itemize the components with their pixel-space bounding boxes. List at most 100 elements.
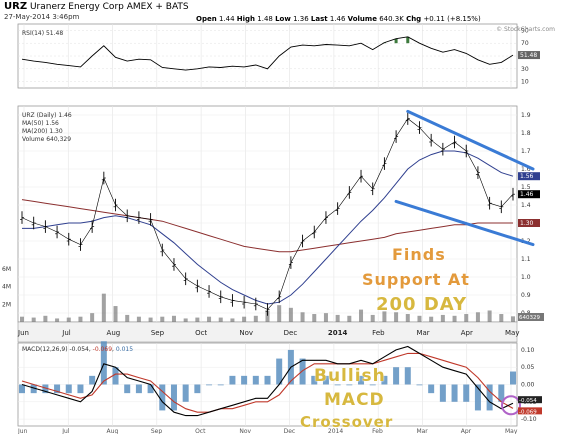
macd-annotation-line1: Bullish: [314, 366, 386, 386]
price-tick-label: 1.6: [521, 166, 531, 173]
volume-bar: [90, 313, 95, 322]
rsi-current-tag: [518, 51, 540, 60]
volume-bar: [171, 315, 176, 322]
volume-bar: [218, 317, 223, 322]
macd-histogram-bar: [358, 375, 365, 385]
volume-current-value: 640329: [519, 315, 540, 321]
macd-histogram-bar: [206, 384, 213, 386]
price-tick-label: 1.4: [521, 202, 531, 209]
volume-bar: [417, 315, 422, 322]
volume-bar: [101, 293, 106, 322]
price-panel: [17, 105, 518, 323]
macd-annotation-line3: Crossover: [300, 413, 394, 431]
volume-bar: [43, 315, 48, 322]
month-tick-label: Sep: [151, 329, 165, 337]
volume-bar: [370, 314, 375, 322]
volume-bar: [452, 315, 457, 322]
volume-label: Volume: [347, 15, 377, 23]
volume-bar: [405, 314, 410, 322]
volume-bar: [265, 310, 270, 322]
ma200-tag-label: 1.30: [520, 220, 534, 227]
macd-histogram-bar: [194, 384, 201, 394]
price-tick-label: 1.1: [521, 256, 531, 263]
month-tick-label-bottom: Jun: [17, 428, 28, 434]
ticker-symbol: URZ: [4, 1, 28, 12]
rsi-tick-label: 90: [521, 27, 529, 34]
macd-histogram-bar: [498, 384, 505, 402]
volume-value: 640.3K: [379, 15, 404, 23]
volume-tick-label: 4M: [2, 284, 11, 291]
macd-tag-label: -0.054: [519, 398, 537, 404]
volume-bar: [207, 316, 212, 322]
volume-bar: [429, 316, 434, 322]
macd-histogram-bar: [311, 375, 318, 385]
macd-value: -0.054: [69, 346, 89, 353]
volume-bar: [230, 318, 235, 322]
macd-histogram-bar: [42, 384, 49, 394]
lower-trendline: [394, 199, 535, 247]
chart-date: 27-May-2014 3:46pm: [4, 13, 80, 21]
month-tick-label: 2014: [328, 329, 348, 337]
macd-histogram-bar: [393, 367, 400, 385]
exchange: AMEX: [126, 2, 153, 12]
stockcharts-brand: © StockCharts.com: [496, 26, 555, 33]
macd-histogram-bar: [19, 384, 25, 394]
macd-histogram-bar: [77, 384, 84, 394]
macd-tag-label: -0.069: [519, 409, 537, 415]
macd-tag: [518, 407, 542, 415]
rsi-tick-label: 70: [521, 40, 529, 47]
volume-bar: [288, 307, 293, 322]
macd-histogram-bar: [369, 384, 376, 386]
volume-bar: [195, 317, 200, 322]
macd-label: MACD(12,26,9): [22, 346, 68, 353]
company-name: Uranerz Energy Corp: [29, 2, 124, 12]
month-tick-label-bottom: Feb: [372, 428, 383, 434]
month-tick-label: Oct: [195, 329, 207, 337]
price-line: [21, 118, 514, 310]
macd-histogram-bar: [65, 384, 72, 394]
price-tick-label: 1.5: [521, 184, 531, 191]
rsi-tick-label: 30: [521, 66, 529, 73]
macd-histogram-bar: [439, 384, 446, 402]
volume-bar: [312, 314, 317, 322]
volume-bar: [66, 317, 71, 322]
low-value: 1.36: [293, 15, 309, 23]
volume-bar: [113, 306, 118, 322]
month-tick-label-bottom: Sep: [151, 428, 163, 434]
month-tick-label: Feb: [372, 329, 385, 337]
macd-histogram-bar: [54, 384, 61, 394]
macd-signal-line: [21, 352, 514, 413]
month-tick-label: Nov: [239, 329, 253, 337]
macd-histogram-bar: [486, 384, 493, 411]
macd-histogram-bar: [229, 375, 236, 385]
month-tick-label: May: [505, 329, 519, 337]
macd-histogram-bar: [451, 384, 458, 402]
volume-bar: [335, 314, 340, 322]
macd-tag: [518, 396, 542, 404]
macd-histogram-bar: [159, 384, 166, 411]
price-tick-label: 1.9: [521, 112, 531, 119]
quote-bar: Open 1.44 High 1.48 Low 1.36 Last 1.46 V…: [196, 15, 481, 23]
low-label: Low: [275, 15, 291, 23]
month-tick-label-bottom: 2014: [328, 428, 343, 434]
chart-header: URZ Uranerz Energy Corp AMEX + BATS: [4, 1, 189, 12]
volume-bar: [394, 312, 399, 322]
support-annotation-line1: Finds: [392, 245, 446, 264]
macd-histogram-bar: [112, 367, 119, 385]
rsi-current-value: 51.48: [520, 52, 537, 59]
macd-annotation-line2: MACD: [324, 390, 385, 410]
crossover-circle: [501, 395, 521, 416]
ma200-tag: [518, 219, 540, 227]
support-annotation-line3: 200 DAY: [376, 294, 468, 315]
macd-histogram-bar: [147, 384, 154, 394]
macd-histogram-bar: [241, 375, 248, 385]
macd-histogram-bar: [264, 375, 271, 385]
volume-bar: [160, 316, 165, 322]
price-current-tag-label: 1.46: [520, 191, 534, 198]
macd-legend: MACD(12,26,9) -0.054, -0.069, 0.015: [22, 346, 134, 353]
macd-histogram-bar: [30, 384, 37, 394]
macd-tick-label: 0.05: [521, 364, 535, 371]
macd-histogram-bar: [346, 384, 353, 386]
month-tick-label-bottom: Dec: [284, 428, 296, 434]
